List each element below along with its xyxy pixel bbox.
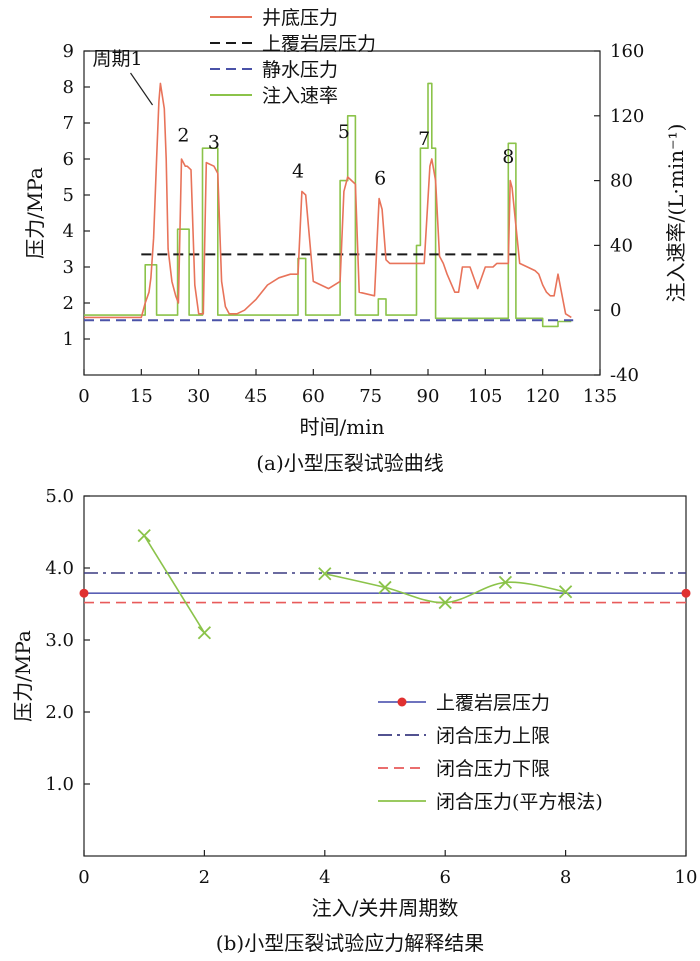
chart-b-xtick-label: 8 [560, 867, 571, 888]
chart-a-y2label: 注入速率/(L·min⁻¹) [664, 124, 688, 303]
chart-b-point-marker [378, 580, 392, 595]
chart-a-y2tick-label: 0 [610, 300, 621, 321]
chart-a-annotation: 5 [338, 121, 350, 143]
chart-a-annotation: 周期1 [93, 48, 143, 70]
chart-a-xtick-label: 15 [130, 386, 153, 407]
chart-a-ylabel: 压力/MPa [23, 167, 47, 259]
chart-a-ytick-label: 9 [63, 41, 74, 62]
chart-b-frame [83, 495, 687, 857]
chart-b-ytick-label: 3.0 [45, 630, 74, 651]
chart-a-xtick-label: 75 [359, 386, 382, 407]
chart-b-ylabel: 压力/MPa [11, 630, 35, 722]
chart-a-legend-label: 注入速率 [262, 85, 338, 107]
chart-a-xtick-label: 60 [302, 386, 325, 407]
chart-b-legend-label: 闭合压力(平方根法) [436, 791, 603, 813]
chart-a-annotation-pointer [130, 72, 154, 106]
chart-a-xtick-label: 135 [583, 386, 617, 407]
chart-a-ytick-label: 4 [63, 221, 74, 242]
chart-a-ytick-label: 3 [63, 257, 74, 278]
chart-a-legend-label: 静水压力 [262, 59, 338, 81]
chart-a-ytick-label: 8 [63, 77, 74, 98]
chart-a-annotation: 4 [292, 160, 304, 182]
chart-b-legend-label: 闭合压力上限 [436, 725, 550, 747]
chart-a-xtick-label: 45 [245, 386, 268, 407]
chart-b-series-closure-pressure-sqrt [143, 535, 206, 634]
chart-b-point-marker [137, 528, 151, 543]
chart-a-ytick-label: 2 [63, 293, 74, 314]
chart-a-annotation: 8 [502, 146, 514, 168]
chart-b-point-marker [438, 595, 452, 610]
chart-b-legend-marker [397, 697, 407, 707]
chart-b-legend-label: 闭合压力下限 [436, 758, 550, 780]
chart-a-series-injection-rate [84, 82, 572, 328]
chart-b-xtick-label: 10 [675, 867, 698, 888]
chart-a-xtick-label: 120 [525, 386, 559, 407]
chart-a-annotation: 2 [177, 124, 189, 146]
chart-a-ytick-label: 5 [63, 185, 74, 206]
chart-a-annotation: 7 [418, 128, 430, 150]
chart-b-point-marker [79, 588, 89, 598]
chart-b-point-marker [318, 567, 332, 581]
chart-a-xtick-label: 105 [468, 386, 502, 407]
chart-b-series-closure-pressure-sqrt [324, 573, 566, 604]
chart-a-xtick-label: 30 [187, 386, 210, 407]
chart-a-annotation: 3 [208, 132, 220, 154]
chart-b-legend-label: 上覆岩层压力 [436, 692, 550, 714]
chart-a-caption: (a)小型压裂试验曲线 [256, 451, 444, 475]
chart-b-ytick-label: 2.0 [45, 702, 74, 723]
chart-b-point-marker [498, 575, 513, 590]
chart-a-xtick-label: 90 [417, 386, 440, 407]
chart-a-y2tick-label: 80 [610, 171, 633, 192]
chart-b-xlabel: 注入/关井周期数 [312, 896, 459, 920]
chart-b-point-marker [681, 588, 691, 598]
chart-a-annotation: 6 [374, 168, 386, 190]
chart-a-xlabel: 时间/min [300, 415, 385, 439]
chart-a-series-bottomhole-pressure [84, 82, 572, 319]
chart-a-ytick-label: 6 [63, 149, 74, 170]
chart-a-frame [83, 50, 601, 376]
chart-a-ytick-label: 1 [63, 329, 74, 350]
chart-b-xtick-label: 2 [199, 867, 210, 888]
chart-a-y2tick-label: 160 [610, 41, 644, 62]
chart-b-point-marker [558, 585, 573, 599]
chart-b-ytick-label: 4.0 [45, 558, 74, 579]
chart-a-y2tick-label: 40 [610, 235, 633, 256]
chart-a-y2tick-label: 120 [610, 106, 644, 127]
chart-a-legend-label: 上覆岩层压力 [262, 33, 376, 55]
chart-b-caption: (b)小型压裂试验应力解释结果 [216, 931, 484, 955]
chart-b-point-marker [197, 626, 212, 640]
chart-a-ytick-label: 7 [63, 113, 74, 134]
chart-b-xtick-label: 6 [439, 867, 450, 888]
chart-b-xtick-label: 0 [78, 867, 89, 888]
chart-a-y2tick-label: -40 [610, 365, 639, 386]
chart-b-xtick-label: 4 [319, 867, 330, 888]
chart-b-ytick-label: 1.0 [45, 774, 74, 795]
chart-a-xtick-label: 0 [78, 386, 89, 407]
chart-b-ytick-label: 5.0 [45, 486, 74, 507]
chart-a-legend-label: 井底压力 [262, 7, 338, 29]
